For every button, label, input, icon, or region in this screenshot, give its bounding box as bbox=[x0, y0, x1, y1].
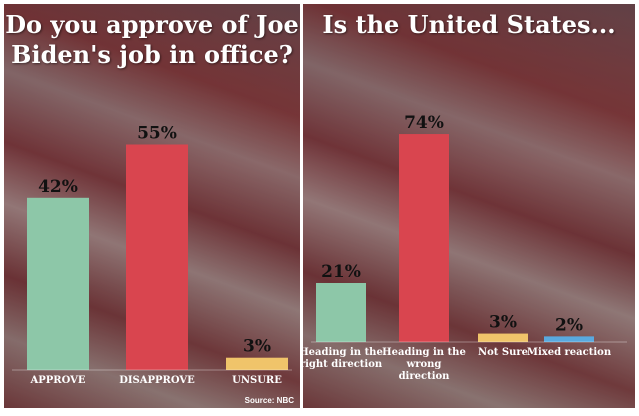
bar-0-2 bbox=[226, 357, 288, 370]
bar-1-1 bbox=[399, 134, 449, 342]
panel-divider bbox=[300, 4, 303, 408]
value-label-1-0: 21% bbox=[321, 262, 361, 282]
value-label-1-1: 74% bbox=[404, 113, 444, 133]
bar-0-1 bbox=[126, 144, 188, 370]
chart-panel-approval: Do you approve of Joe Biden's job in off… bbox=[4, 4, 300, 408]
value-label-0-0: 42% bbox=[38, 177, 78, 197]
chart-title-approval: Do you approve of Joe Biden's job in off… bbox=[5, 10, 299, 69]
category-label-1-2: Not Sure bbox=[478, 347, 528, 358]
bar-0-0 bbox=[27, 197, 89, 370]
chart-title-direction: Is the United States... bbox=[322, 10, 616, 39]
category-label-0-1: DISAPPROVE bbox=[119, 375, 195, 386]
bar-1-3 bbox=[544, 336, 594, 342]
bar-1-0 bbox=[316, 282, 366, 342]
category-label-1-1: Heading in the wrong direction bbox=[382, 347, 466, 382]
value-label-1-2: 3% bbox=[489, 313, 517, 333]
category-label-0-0: APPROVE bbox=[29, 375, 85, 386]
approval-bar-chart: 42% APPROVE 55% DISAPPROVE 3% UNSURE bbox=[12, 124, 292, 386]
value-label-1-3: 2% bbox=[555, 315, 583, 335]
category-label-0-2: UNSURE bbox=[232, 375, 282, 386]
value-label-0-2: 3% bbox=[243, 337, 271, 357]
source-note: Source: NBC bbox=[244, 396, 294, 405]
bar-1-2 bbox=[478, 333, 528, 342]
value-label-0-1: 55% bbox=[137, 124, 177, 144]
category-label-1-3: Mixed reaction bbox=[527, 347, 612, 358]
category-label-1-0: Heading in the right direction bbox=[303, 347, 383, 370]
direction-bar-chart: 21% Heading in the right direction 74% Headi… bbox=[303, 113, 627, 382]
chart-panel-direction: Is the United States... 21% Heading in th… bbox=[303, 4, 635, 408]
